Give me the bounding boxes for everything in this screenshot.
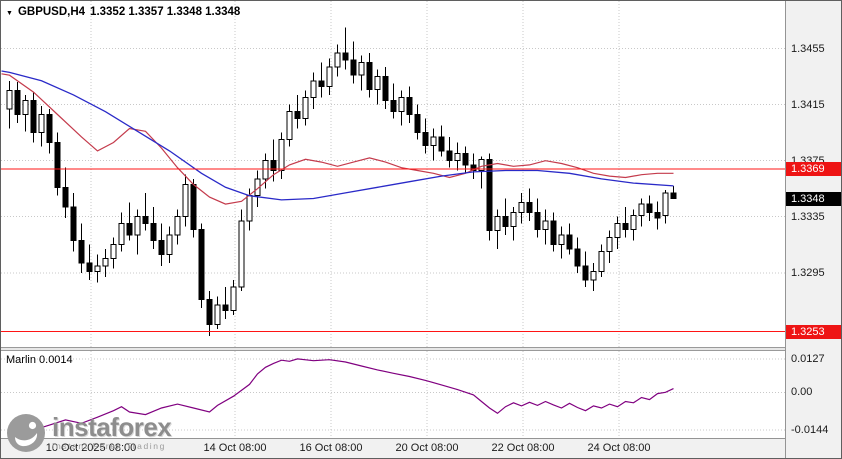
instaforex-logo-text: instaforex Instant Forex Trading [52, 412, 172, 451]
price-axis-label: 1.3295 [791, 266, 825, 279]
time-axis-label: 22 Oct 08:00 [491, 442, 555, 454]
price-axis[interactable]: 1.3455 1.3415 1.3375 1.3335 1.3295 0.0127 0.00… [785, 1, 841, 458]
indicator-value: 0.0014 [39, 354, 73, 366]
price-axis-label: 1.3335 [791, 210, 825, 223]
instaforex-tagline: Instant Forex Trading [52, 441, 166, 451]
price-level-badge: 1.3253 [786, 324, 841, 339]
price-chart-area[interactable]: ▼ GBPUSD,H4 1.3352 1.3357 1.3348 1.3348 [1, 1, 785, 347]
chart-header: ▼ GBPUSD,H4 1.3352 1.3357 1.3348 1.3348 [6, 6, 240, 18]
time-axis-label: 24 Oct 08:00 [587, 442, 651, 454]
indicator-name: Marlin [6, 354, 36, 366]
instaforex-logo-icon [7, 414, 45, 452]
time-axis-label: 16 Oct 08:00 [299, 442, 363, 454]
price-axis-label: 1.3415 [791, 98, 825, 111]
price-axis-label: 1.3455 [791, 42, 825, 55]
panel-splitter[interactable] [1, 347, 841, 351]
candlestick-chart[interactable] [1, 1, 785, 347]
indicator-axis-label: -0.0144 [791, 424, 829, 437]
indicator-axis-label: 0.00 [791, 386, 813, 399]
marlin-indicator-chart[interactable] [1, 351, 785, 438]
instaforex-brand-text: instaforex [52, 412, 172, 442]
price-level-badge: 1.3369 [786, 162, 841, 177]
chart-ohlc-values: 1.3352 1.3357 1.3348 1.3348 [90, 6, 241, 18]
chart-dropdown-icon[interactable]: ▼ [6, 9, 13, 17]
time-axis-label: 14 Oct 08:00 [203, 442, 267, 454]
current-price-badge: 1.3348 [786, 191, 841, 206]
instaforex-watermark: instaforex Instant Forex Trading [6, 412, 172, 453]
chart-symbol-timeframe: GBPUSD,H4 [17, 6, 86, 18]
time-axis-label: 10 Oct 2025 08:00 [45, 442, 137, 454]
indicator-axis-label: 0.0127 [791, 352, 825, 365]
time-axis-label: 20 Oct 08:00 [395, 442, 459, 454]
time-axis[interactable]: 10 Oct 2025 08:00 14 Oct 08:00 16 Oct 08:0… [1, 438, 785, 458]
indicator-chart-area[interactable]: Marlin 0.0014 [1, 351, 785, 438]
indicator-label: Marlin 0.0014 [6, 354, 73, 366]
